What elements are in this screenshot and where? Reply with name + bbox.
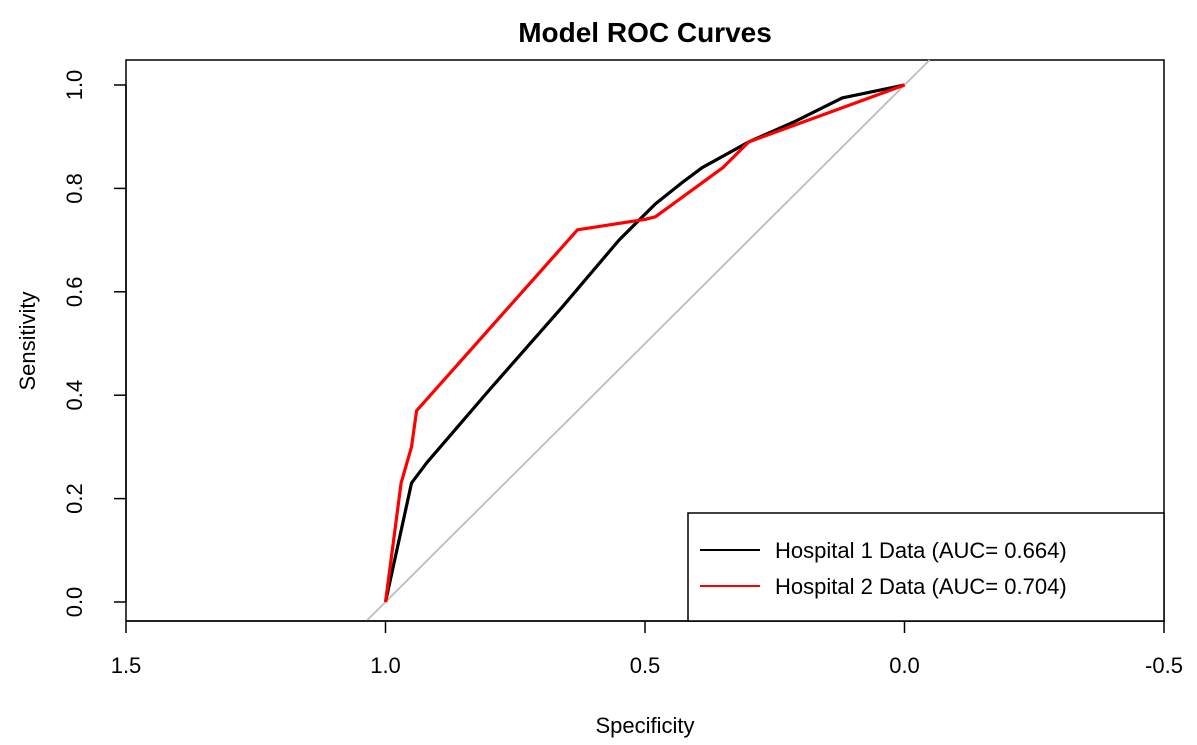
legend-label-hospital-2: Hospital 2 Data (AUC= 0.704) bbox=[775, 574, 1067, 599]
x-tick-label: 0.0 bbox=[889, 653, 920, 678]
legend: Hospital 1 Data (AUC= 0.664) Hospital 2 D… bbox=[687, 512, 1165, 622]
series-line-hospital-2 bbox=[383, 83, 906, 603]
chart-title: Model ROC Curves bbox=[518, 17, 772, 48]
y-axis: 0.0 0.2 0.4 0.6 0.8 1.0 bbox=[62, 70, 127, 618]
y-axis-title: Sensitivity bbox=[15, 291, 40, 390]
y-tick-label: 0.6 bbox=[62, 277, 87, 308]
x-tick-label: 0.5 bbox=[630, 653, 661, 678]
x-tick-label: 1.0 bbox=[370, 653, 401, 678]
x-axis: 1.5 1.0 0.5 0.0 -0.5 bbox=[111, 620, 1183, 678]
x-tick-label: -0.5 bbox=[1145, 653, 1183, 678]
reference-layer bbox=[365, 59, 931, 622]
y-tick-label: 0.0 bbox=[62, 587, 87, 618]
reference-diagonal-line bbox=[365, 59, 931, 622]
x-axis-title: Specificity bbox=[595, 713, 694, 738]
legend-box bbox=[687, 512, 1165, 622]
series-line-hospital-1 bbox=[383, 83, 905, 603]
y-tick-label: 1.0 bbox=[62, 70, 87, 101]
y-tick-label: 0.4 bbox=[62, 380, 87, 411]
legend-label-hospital-1: Hospital 1 Data (AUC= 0.664) bbox=[775, 538, 1067, 563]
series-layer bbox=[383, 83, 906, 603]
y-tick-label: 0.8 bbox=[62, 173, 87, 204]
y-tick-label: 0.2 bbox=[62, 483, 87, 514]
x-tick-label: 1.5 bbox=[111, 653, 142, 678]
